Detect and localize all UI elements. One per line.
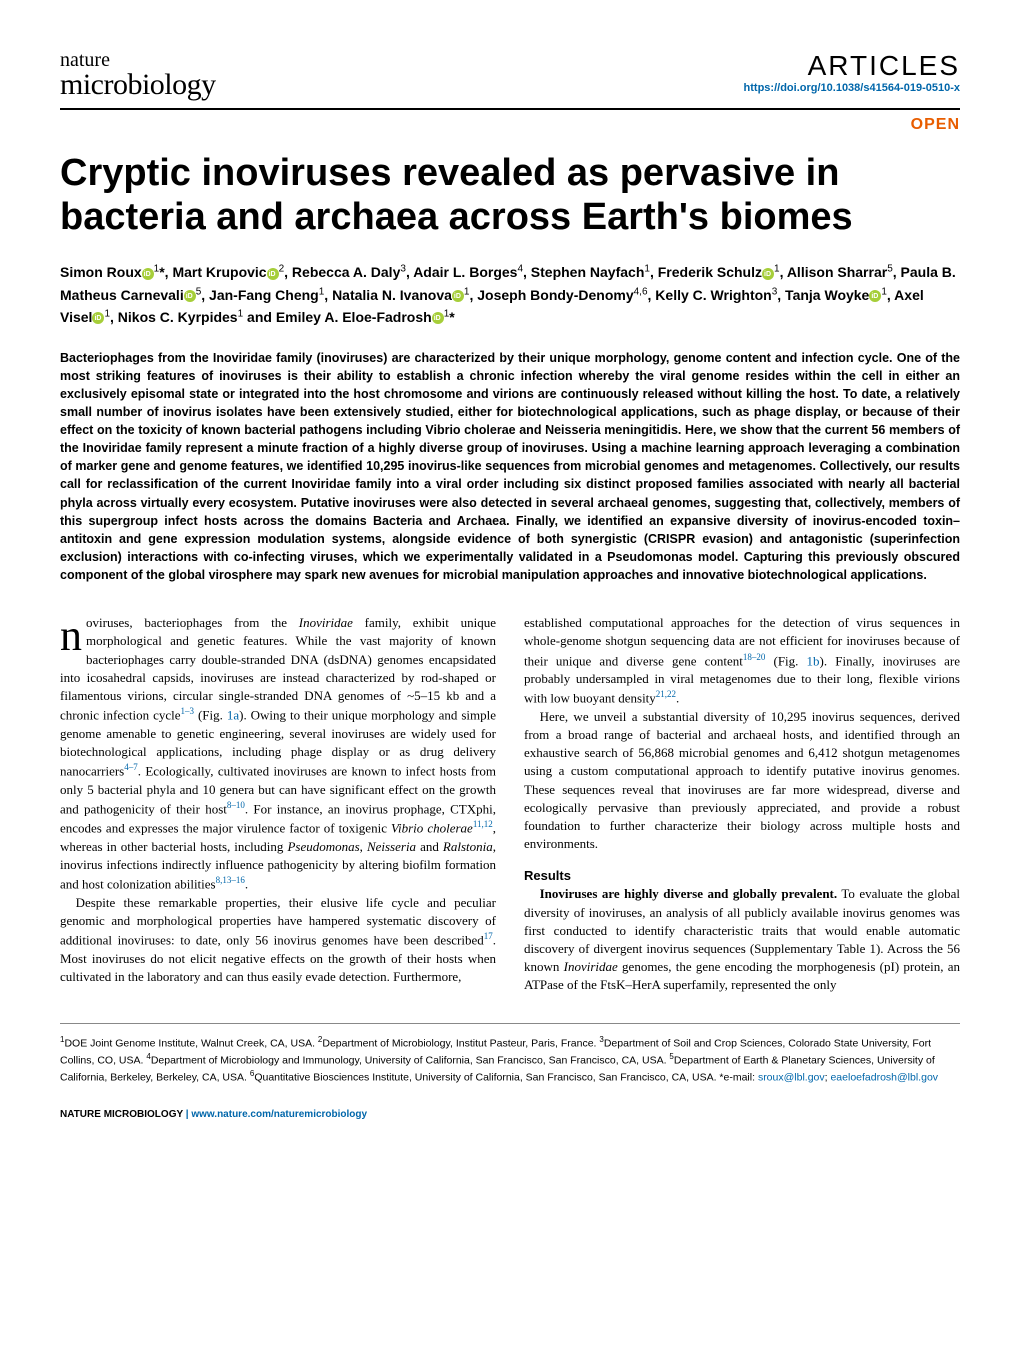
intro-para-3: established computational approaches for…: [524, 614, 960, 708]
intro-para-4: Here, we unveil a substantial diversity …: [524, 708, 960, 854]
journal-microbiology: microbiology: [60, 68, 216, 101]
author-list: Simon Roux1*, Mart Krupovic2, Rebecca A.…: [60, 261, 960, 328]
orcid-icon[interactable]: [432, 312, 444, 324]
footer-url[interactable]: | www.nature.com/naturemicrobiology: [183, 1109, 367, 1120]
orcid-icon[interactable]: [184, 290, 196, 302]
column-right: established computational approaches for…: [524, 614, 960, 994]
journal-logo: nature microbiology: [60, 50, 216, 100]
orcid-icon[interactable]: [762, 268, 774, 280]
header-right: ARTICLES https://doi.org/10.1038/s41564-…: [744, 50, 960, 94]
body-columns: noviruses, bacteriophages from the Inovi…: [60, 614, 960, 994]
articles-label: ARTICLES: [744, 50, 960, 82]
abstract: Bacteriophages from the Inoviridae famil…: [60, 349, 960, 585]
column-left: noviruses, bacteriophages from the Inovi…: [60, 614, 496, 994]
orcid-icon[interactable]: [142, 268, 154, 280]
article-title: Cryptic inoviruses revealed as pervasive…: [60, 152, 960, 239]
page-footer: NATURE MICROBIOLOGY | www.nature.com/nat…: [60, 1109, 960, 1120]
results-heading: Results: [524, 867, 960, 885]
orcid-icon[interactable]: [452, 290, 464, 302]
affiliations: 1DOE Joint Genome Institute, Walnut Cree…: [60, 1023, 960, 1086]
orcid-icon[interactable]: [869, 290, 881, 302]
intro-para-1: noviruses, bacteriophages from the Inovi…: [60, 614, 496, 893]
doi-link[interactable]: https://doi.org/10.1038/s41564-019-0510-…: [744, 82, 960, 94]
orcid-icon[interactable]: [267, 268, 279, 280]
footer-journal: NATURE MICROBIOLOGY: [60, 1109, 183, 1120]
header-bar: nature microbiology ARTICLES https://doi…: [60, 50, 960, 110]
journal-nature: nature: [60, 50, 216, 70]
intro-para-2: Despite these remarkable properties, the…: [60, 894, 496, 986]
open-access-badge: OPEN: [60, 116, 960, 134]
orcid-icon[interactable]: [92, 312, 104, 324]
results-para-1: Inoviruses are highly diverse and global…: [524, 885, 960, 994]
